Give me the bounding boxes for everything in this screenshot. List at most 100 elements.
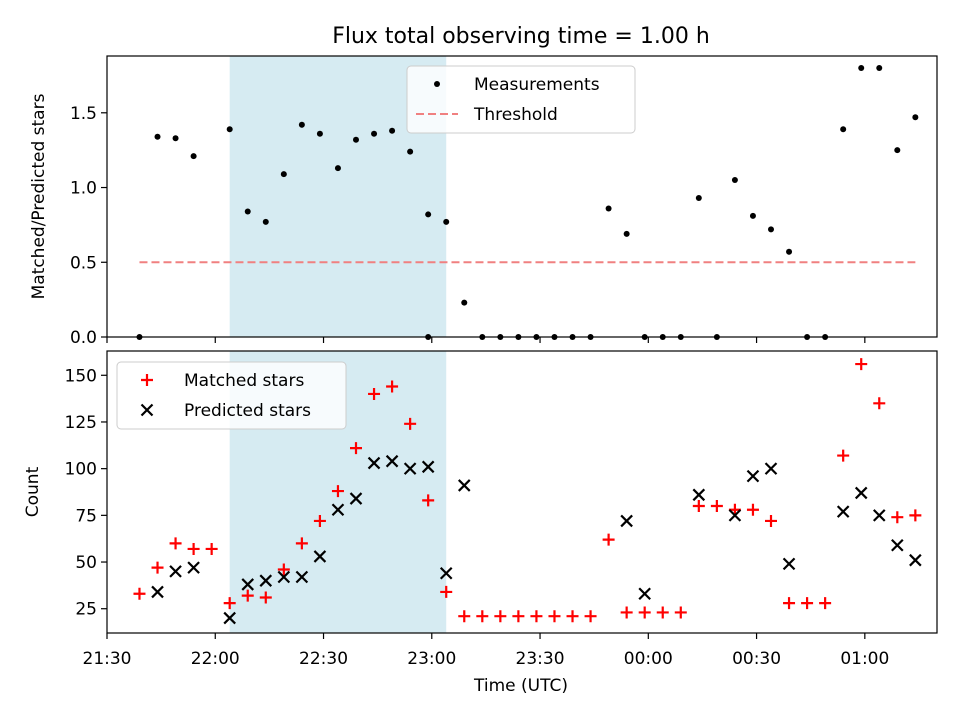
legend-x-icon [140,403,154,417]
y-tick-label: 75 [75,506,97,526]
measurement-point [876,64,883,71]
matched-star-point [746,503,759,516]
matched-star-point [368,387,381,400]
predicted-star-point [620,514,633,528]
matched-star-point [241,589,254,602]
matched-star-point [548,610,561,623]
panel-1: 0.0 0.5 1.0 1.5 Matched/Predicted stars Measu… [29,55,938,348]
y-axis-label: Matched/Predicted stars [29,93,49,299]
matched-star-point [133,587,146,600]
measurement-point [316,130,323,137]
figure-title: Flux total observing time = 1.00 h [332,24,710,49]
matched-star-point [530,610,543,623]
y-tick-label: 100 [65,460,97,480]
measurement-point [298,121,305,128]
matched-star-point [223,597,236,610]
matched-star-point [656,606,669,619]
matched-star-point [440,585,453,598]
measurement-point [768,226,774,233]
measurement-point [605,205,612,212]
predicted-star-point [638,587,651,601]
predicted-star-point [241,578,255,591]
predicted-star-point [259,574,273,587]
matched-star-point [404,417,417,430]
predicted-star-point [313,550,327,563]
measurement-point [353,136,359,143]
measurement-point [443,218,450,225]
matched-star-point [728,503,741,516]
measurement-point [280,171,287,178]
predicted-star-point [854,486,868,500]
matched-star-point [277,563,290,576]
measurement-point [912,114,919,121]
measurement-point [695,194,702,201]
x-tick-label: 23:00 [407,649,456,669]
measurement-point [749,212,756,219]
predicted-star-point [349,492,363,505]
predicted-star-point [746,469,760,483]
measurement-point [786,248,793,255]
predicted-star-point [367,456,381,470]
matched-star-point [638,606,651,619]
measurement-point [731,177,738,184]
matched-star-point [494,610,507,623]
measurement-point [371,130,378,137]
matched-star-point [692,500,705,513]
x-tick-label: 00:30 [732,649,781,669]
matched-star-point [331,485,344,498]
measurement-point [840,126,847,133]
predicted-star-point [909,553,922,567]
y-tick-label: 125 [65,413,97,433]
matched-star-point [566,610,579,623]
predicted-star-point [385,454,399,468]
measurement-point [190,153,197,160]
predicted-star-point [728,509,742,522]
matched-star-point [602,533,615,546]
matched-star-point [205,542,218,555]
plot-frame [106,55,938,338]
x-tick-label: 21:30 [83,649,132,669]
legend-plus-icon [141,374,153,386]
legend: Measurements Threshold [406,65,636,134]
predicted-star-point [872,509,886,522]
predicted-star-point [295,570,309,584]
predicted-star-point [331,503,345,517]
measurement-point [262,218,269,225]
measurement-point [389,127,396,134]
measurement-point [425,211,432,218]
measurement-point [461,299,468,306]
predicted-star-point [277,570,291,584]
predicted-star-point [403,462,417,475]
matched-star-point [873,397,886,410]
matched-star-point [801,597,814,610]
x-tick-label: 23:30 [516,649,565,669]
matched-star-point [512,610,525,623]
matched-star-point [891,511,904,524]
matched-star-point [783,597,796,610]
x-tick-label: 00:00 [624,649,673,669]
y-tick-label: 25 [75,600,97,620]
matched-star-point [259,591,272,604]
x-tick-label: 01:00 [840,649,889,669]
panel-2: 25 50 75 100 125 150 21:30 22:00 22:30 23:00 23:30… [23,350,938,669]
predicted-star-point [891,538,904,552]
plot-frame [106,350,938,634]
matched-star-point [819,597,832,610]
measurement-point [407,148,414,155]
matched-star-point [151,561,164,574]
predicted-star-point [169,565,182,578]
legend-label: Measurements [474,75,600,95]
matched-star-point [584,610,597,623]
matched-star-point [909,509,922,522]
legend-box [116,361,347,430]
matched-star-point [187,542,200,555]
y-tick-label: 0.0 [70,328,97,348]
matched-star-point [674,606,687,619]
matched-star-point [855,358,868,371]
legend: Matched stars Predicted stars [116,361,347,430]
predicted-star-point [692,488,706,502]
matched-star-point [458,610,471,623]
matched-star-point [386,380,399,393]
matched-star-point [422,494,435,507]
